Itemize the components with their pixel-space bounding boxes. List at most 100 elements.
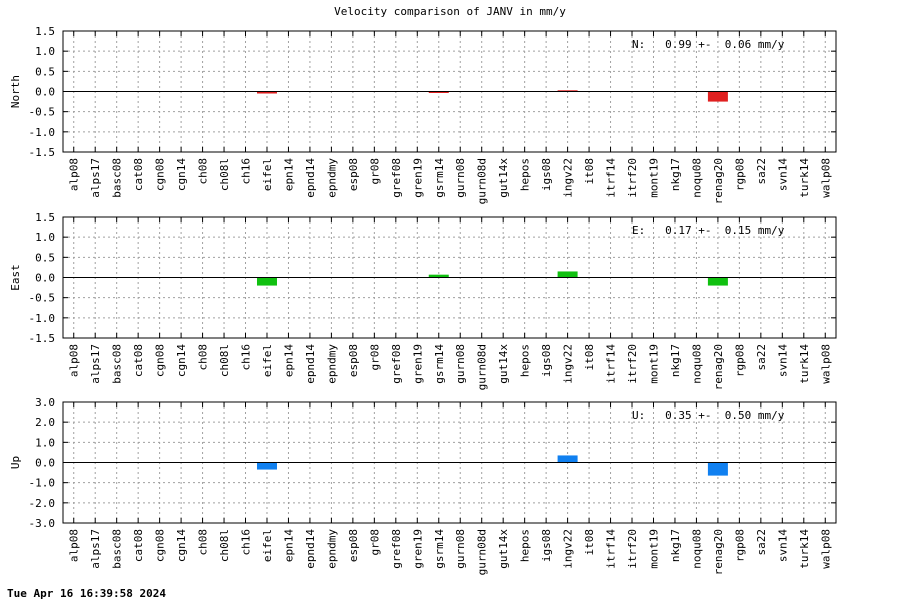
y-axis-label: East — [9, 264, 22, 291]
y-tick-label: -1.5 — [29, 332, 56, 345]
y-tick-label: -1.0 — [29, 312, 56, 325]
x-tick-label: sa22 — [755, 529, 768, 556]
x-tick-label: epnd14 — [304, 158, 317, 198]
x-tick-label: it08 — [583, 344, 596, 371]
timestamp-footer: Tue Apr 16 16:39:58 2024 — [7, 587, 166, 600]
y-tick-label: 1.5 — [35, 25, 55, 38]
x-tick-label: igs08 — [540, 158, 553, 191]
bar-renag20 — [707, 462, 728, 476]
x-tick-label: esp08 — [347, 344, 360, 377]
x-tick-label: esp08 — [347, 529, 360, 562]
x-tick-label: igs08 — [540, 529, 553, 562]
x-tick-label: gref08 — [390, 344, 403, 384]
y-tick-label: 1.0 — [35, 231, 55, 244]
x-tick-label: turk14 — [798, 158, 811, 198]
x-tick-label: walp08 — [819, 158, 832, 198]
y-tick-label: 0.5 — [35, 251, 55, 264]
x-tick-label: ingv22 — [562, 158, 575, 198]
x-tick-label: gsrm14 — [433, 344, 446, 384]
x-tick-label: svn14 — [776, 529, 789, 562]
x-tick-label: ch08 — [197, 158, 210, 185]
x-tick-label: epn14 — [282, 158, 295, 191]
x-tick-label: cgn08 — [154, 344, 167, 377]
x-tick-label: gref08 — [390, 529, 403, 569]
x-tick-label: itrf20 — [626, 158, 639, 198]
x-tick-label: noqu08 — [690, 158, 703, 198]
x-tick-label: svn14 — [776, 158, 789, 191]
stats-annotation: E: 0.17 +- 0.15 mm/y — [632, 224, 785, 237]
x-tick-label: rgp08 — [733, 344, 746, 377]
x-tick-label: gurn08d — [476, 344, 489, 390]
x-tick-label: ch08 — [197, 529, 210, 556]
x-tick-label: igs08 — [540, 344, 553, 377]
bar-eifel — [256, 462, 277, 470]
x-tick-label: epndmy — [325, 529, 338, 569]
x-tick-label: gut14x — [497, 158, 510, 198]
x-tick-label: gurn08 — [454, 529, 467, 569]
panel-north: alp08 alps17 basc08 cat08 cgn08 cgn14 ch08 ch08… — [9, 25, 837, 204]
x-tick-label: basc08 — [111, 344, 124, 384]
x-tick-label: renag20 — [712, 158, 725, 204]
bar-renag20 — [707, 277, 728, 286]
x-tick-label: turk14 — [798, 344, 811, 384]
x-tick-label: basc08 — [111, 529, 124, 569]
x-tick-label: gsrm14 — [433, 158, 446, 198]
x-tick-label: hepos — [519, 344, 532, 377]
x-tick-label: gurn08 — [454, 344, 467, 384]
x-tick-label: cat08 — [132, 529, 145, 562]
x-tick-label: gut14x — [497, 344, 510, 384]
x-tick-label: noqu08 — [690, 529, 703, 569]
x-tick-label: ch08l — [218, 158, 231, 191]
x-tick-label: walp08 — [819, 529, 832, 569]
x-tick-label: rgp08 — [733, 158, 746, 191]
chart-title: Velocity comparison of JANV in mm/y — [334, 5, 566, 18]
x-tick-label: ch08 — [197, 344, 210, 371]
x-tick-label: ch16 — [240, 529, 253, 556]
x-tick-label: ch08l — [218, 344, 231, 377]
x-tick-label: sa22 — [755, 344, 768, 371]
y-tick-label: 0.5 — [35, 65, 55, 78]
x-tick-label: nkg17 — [669, 529, 682, 562]
x-tick-label: nkg17 — [669, 344, 682, 377]
x-tick-label: mont19 — [647, 529, 660, 569]
x-tick-label: itrf20 — [626, 529, 639, 569]
x-tick-label: gren19 — [411, 529, 424, 569]
x-tick-label: gren19 — [411, 158, 424, 198]
y-tick-label: -2.0 — [29, 497, 56, 510]
x-tick-label: gurn08d — [476, 529, 489, 575]
x-tick-label: epn14 — [282, 529, 295, 562]
y-axis-label: Up — [9, 456, 22, 469]
x-tick-label: mont19 — [647, 344, 660, 384]
x-tick-label: gurn08 — [454, 158, 467, 198]
y-tick-label: 0.0 — [35, 272, 55, 285]
x-tick-label: gref08 — [390, 158, 403, 198]
y-tick-label: 1.5 — [35, 211, 55, 224]
plot-frame — [62, 30, 837, 153]
bar-ingv22 — [557, 455, 578, 463]
x-tick-label: walp08 — [819, 344, 832, 384]
x-tick-label: gr08 — [368, 529, 381, 556]
y-tick-label: -1.0 — [29, 126, 56, 139]
x-tick-label: it08 — [583, 529, 596, 556]
x-tick-label: esp08 — [347, 158, 360, 191]
y-tick-label: -0.5 — [29, 292, 56, 305]
x-tick-label: epndmy — [325, 158, 338, 198]
x-tick-label: hepos — [519, 529, 532, 562]
x-tick-label: eifel — [261, 529, 274, 562]
y-tick-label: -0.5 — [29, 106, 56, 119]
y-tick-label: 0.0 — [35, 457, 55, 470]
x-tick-label: turk14 — [798, 529, 811, 569]
x-tick-label: ingv22 — [562, 529, 575, 569]
x-tick-label: ch08l — [218, 529, 231, 562]
x-tick-label: epnd14 — [304, 529, 317, 569]
x-tick-label: epndmy — [325, 344, 338, 384]
plot-frame — [62, 216, 837, 339]
x-tick-label: cat08 — [132, 344, 145, 377]
y-tick-label: -1.5 — [29, 146, 56, 159]
x-tick-label: cgn14 — [175, 158, 188, 191]
x-tick-label: itrf14 — [605, 344, 618, 384]
bar-gsrm14 — [428, 274, 449, 278]
x-tick-label: cat08 — [132, 158, 145, 191]
y-tick-label: 1.0 — [35, 45, 55, 58]
